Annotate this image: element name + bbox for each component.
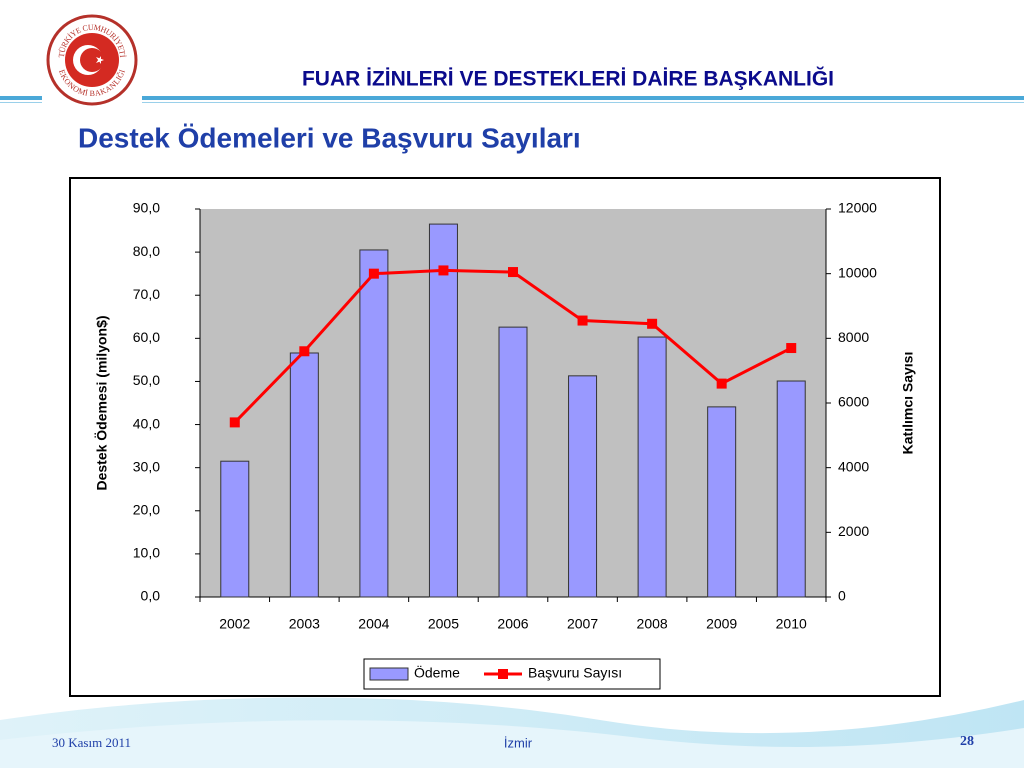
x-tick-label: 2008 bbox=[637, 616, 668, 632]
y2-tick-label: 10000 bbox=[838, 264, 877, 280]
y-tick-label: 70,0 bbox=[133, 286, 160, 302]
x-tick-label: 2007 bbox=[567, 616, 598, 632]
legend-swatch bbox=[369, 667, 409, 681]
x-tick-label: 2005 bbox=[428, 616, 459, 632]
legend-label: Ödeme bbox=[414, 664, 460, 681]
y2-axis-title: Katılımcı Sayısı bbox=[900, 352, 916, 455]
footer-wave bbox=[0, 720, 1024, 768]
line-marker bbox=[786, 343, 797, 354]
y2-tick-label: 8000 bbox=[838, 329, 869, 345]
line-marker bbox=[647, 318, 658, 329]
y-tick-label: 50,0 bbox=[133, 372, 160, 388]
x-tick-label: 2010 bbox=[776, 616, 807, 632]
y-tick-label: 20,0 bbox=[133, 501, 160, 517]
legend-swatch bbox=[498, 669, 508, 679]
line-marker bbox=[508, 267, 518, 278]
y2-tick-label: 6000 bbox=[838, 394, 869, 410]
bar bbox=[428, 223, 458, 598]
line-marker bbox=[368, 268, 379, 279]
header-title: FUAR İZİNLERİ VE DESTEKLERİ DAİRE BAŞKAN… bbox=[302, 67, 834, 91]
line-marker bbox=[716, 378, 727, 389]
y2-tick-label: 4000 bbox=[838, 458, 869, 474]
footer-date: 30 Kasım 2011 bbox=[52, 735, 131, 750]
y2-tick-label: 12000 bbox=[838, 200, 877, 216]
page-number: 28 bbox=[960, 734, 974, 749]
bar bbox=[568, 375, 598, 598]
line-marker bbox=[299, 346, 310, 357]
y-tick-label: 30,0 bbox=[133, 458, 160, 474]
line-marker bbox=[577, 315, 588, 326]
legend-label: Başvuru Sayısı bbox=[528, 665, 622, 681]
bar bbox=[637, 336, 667, 598]
y-tick-label: 10,0 bbox=[133, 545, 160, 561]
y2-tick-label: 2000 bbox=[838, 523, 869, 539]
y-tick-label: 80,0 bbox=[133, 243, 160, 259]
line-marker bbox=[229, 417, 240, 428]
line-marker bbox=[438, 265, 449, 276]
bar bbox=[220, 460, 250, 598]
y2-tick-label: 0 bbox=[838, 588, 846, 604]
y-axis-title: Destek Ödemesi (milyon$) bbox=[94, 315, 110, 490]
slide-title: Destek Ödemeleri ve Başvuru Sayıları bbox=[78, 122, 581, 153]
bar bbox=[359, 249, 389, 598]
bar bbox=[707, 406, 737, 598]
x-tick-label: 2009 bbox=[706, 616, 737, 632]
footer-place: İzmir bbox=[504, 735, 533, 750]
bar bbox=[498, 326, 528, 598]
bar bbox=[289, 352, 319, 598]
logo-crescent bbox=[80, 48, 104, 72]
logo-star bbox=[96, 56, 104, 64]
bar bbox=[776, 380, 806, 598]
x-tick-label: 2002 bbox=[219, 616, 250, 632]
x-tick-label: 2006 bbox=[497, 616, 528, 632]
y-tick-label: 90,0 bbox=[133, 200, 160, 216]
x-tick-label: 2004 bbox=[358, 616, 389, 632]
header-rule bbox=[0, 96, 1024, 100]
x-tick-label: 2003 bbox=[289, 616, 320, 632]
y-tick-label: 40,0 bbox=[133, 415, 160, 431]
y-tick-label: 60,0 bbox=[133, 329, 160, 345]
y-tick-label: 0,0 bbox=[141, 588, 161, 604]
header-rule bbox=[0, 102, 1024, 103]
